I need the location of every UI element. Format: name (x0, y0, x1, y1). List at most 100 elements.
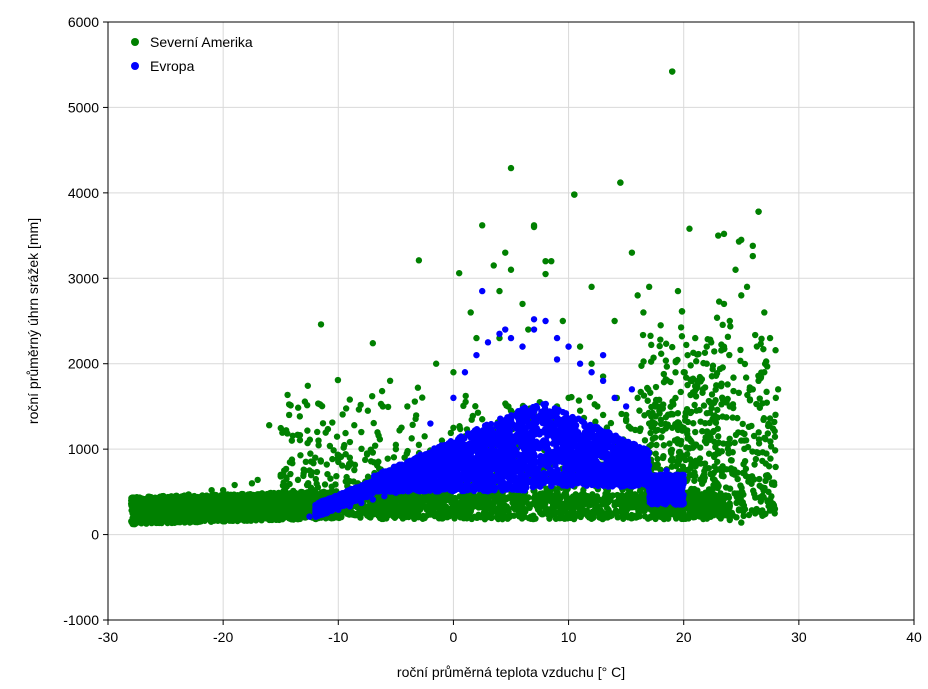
data-point-north-america (687, 362, 694, 369)
data-point-north-america (294, 404, 302, 411)
data-point-north-america (388, 499, 395, 506)
data-point-north-america (689, 389, 697, 396)
data-point-north-america (720, 230, 728, 238)
data-point-north-america (576, 494, 583, 501)
data-point-north-america (713, 498, 720, 506)
data-point-north-america (715, 298, 723, 305)
data-point-north-america (594, 497, 602, 504)
data-point-north-america (507, 266, 515, 273)
data-point-north-america (759, 492, 766, 499)
data-point-north-america (313, 468, 321, 476)
data-point-north-america (386, 494, 394, 501)
data-point-north-america (296, 413, 304, 420)
data-point-north-america (749, 252, 756, 260)
data-point-north-america (726, 501, 733, 508)
data-point-north-america (369, 340, 377, 347)
data-point-north-america (525, 494, 532, 501)
data-point-north-america (674, 409, 682, 417)
data-point-north-america (586, 393, 594, 401)
data-point-europe (507, 334, 515, 342)
data-point-north-america (657, 350, 665, 357)
data-point-north-america (677, 441, 684, 448)
data-point-north-america (732, 266, 739, 273)
data-point-north-america (705, 450, 713, 457)
data-point-north-america (697, 418, 704, 425)
data-point-north-america (603, 513, 610, 521)
data-point-north-america (684, 418, 692, 426)
data-point-north-america (304, 382, 312, 389)
data-point-north-america (303, 401, 311, 409)
data-point-north-america (537, 490, 544, 498)
data-point-north-america (733, 493, 740, 501)
data-point-north-america (377, 400, 385, 408)
data-point-north-america (617, 179, 624, 186)
data-point-north-america (286, 480, 293, 488)
data-point-north-america (128, 502, 135, 509)
data-point-north-america (129, 507, 136, 514)
data-point-north-america (361, 456, 369, 464)
data-point-north-america (718, 380, 725, 387)
data-point-north-america (529, 515, 536, 522)
data-point-north-america (742, 437, 750, 444)
data-point-north-america (745, 423, 753, 431)
data-point-north-america (134, 511, 141, 519)
data-point-north-america (144, 518, 151, 525)
data-point-north-america (392, 507, 399, 515)
data-point-north-america (627, 425, 635, 432)
data-point-europe (599, 351, 607, 359)
data-point-north-america (548, 506, 556, 514)
data-point-north-america (467, 309, 474, 316)
data-point-north-america (181, 510, 189, 518)
data-point-north-america (663, 363, 671, 370)
data-point-north-america (677, 324, 685, 331)
data-point-north-america (599, 411, 607, 419)
data-point-north-america (696, 459, 703, 467)
data-point-north-america (128, 497, 135, 504)
data-point-north-america (338, 513, 345, 521)
data-point-europe (588, 369, 595, 376)
data-point-north-america (762, 472, 770, 479)
data-point-north-america (740, 491, 747, 498)
data-point-north-america (649, 435, 657, 443)
data-point-north-america (668, 463, 676, 470)
data-point-north-america (149, 509, 157, 516)
data-point-north-america (520, 494, 527, 501)
data-point-north-america (338, 462, 346, 469)
data-point-north-america (723, 440, 731, 448)
data-point-north-america (654, 455, 661, 463)
data-point-north-america (725, 494, 733, 501)
data-point-north-america (573, 512, 580, 519)
data-point-north-america (300, 495, 308, 503)
data-point-north-america (734, 475, 741, 483)
data-point-north-america (730, 404, 737, 412)
data-point-north-america (706, 512, 713, 519)
data-point-north-america (298, 500, 305, 508)
data-point-north-america (767, 438, 774, 445)
data-point-north-america (296, 515, 303, 522)
data-point-north-america (714, 458, 721, 465)
data-point-north-america (570, 504, 577, 511)
data-point-north-america (668, 506, 675, 514)
data-point-north-america (760, 415, 768, 422)
data-point-north-america (473, 334, 480, 342)
data-point-north-america (644, 397, 651, 404)
data-point-north-america (196, 510, 203, 518)
data-point-north-america (149, 501, 157, 508)
data-point-north-america (525, 326, 532, 333)
data-point-north-america (415, 441, 423, 449)
data-point-north-america (686, 225, 693, 232)
data-point-north-america (668, 455, 676, 462)
data-point-north-america (156, 499, 164, 507)
data-point-north-america (635, 510, 642, 518)
data-point-north-america (674, 287, 682, 295)
data-points (127, 68, 782, 528)
data-point-north-america (266, 509, 273, 517)
data-point-north-america (653, 464, 661, 471)
data-point-north-america (300, 472, 307, 480)
data-point-north-america (314, 428, 321, 436)
data-point-north-america (741, 360, 749, 368)
data-point-north-america (715, 433, 722, 440)
data-point-north-america (701, 460, 709, 467)
data-point-north-america (644, 384, 651, 392)
data-point-north-america (648, 341, 655, 349)
